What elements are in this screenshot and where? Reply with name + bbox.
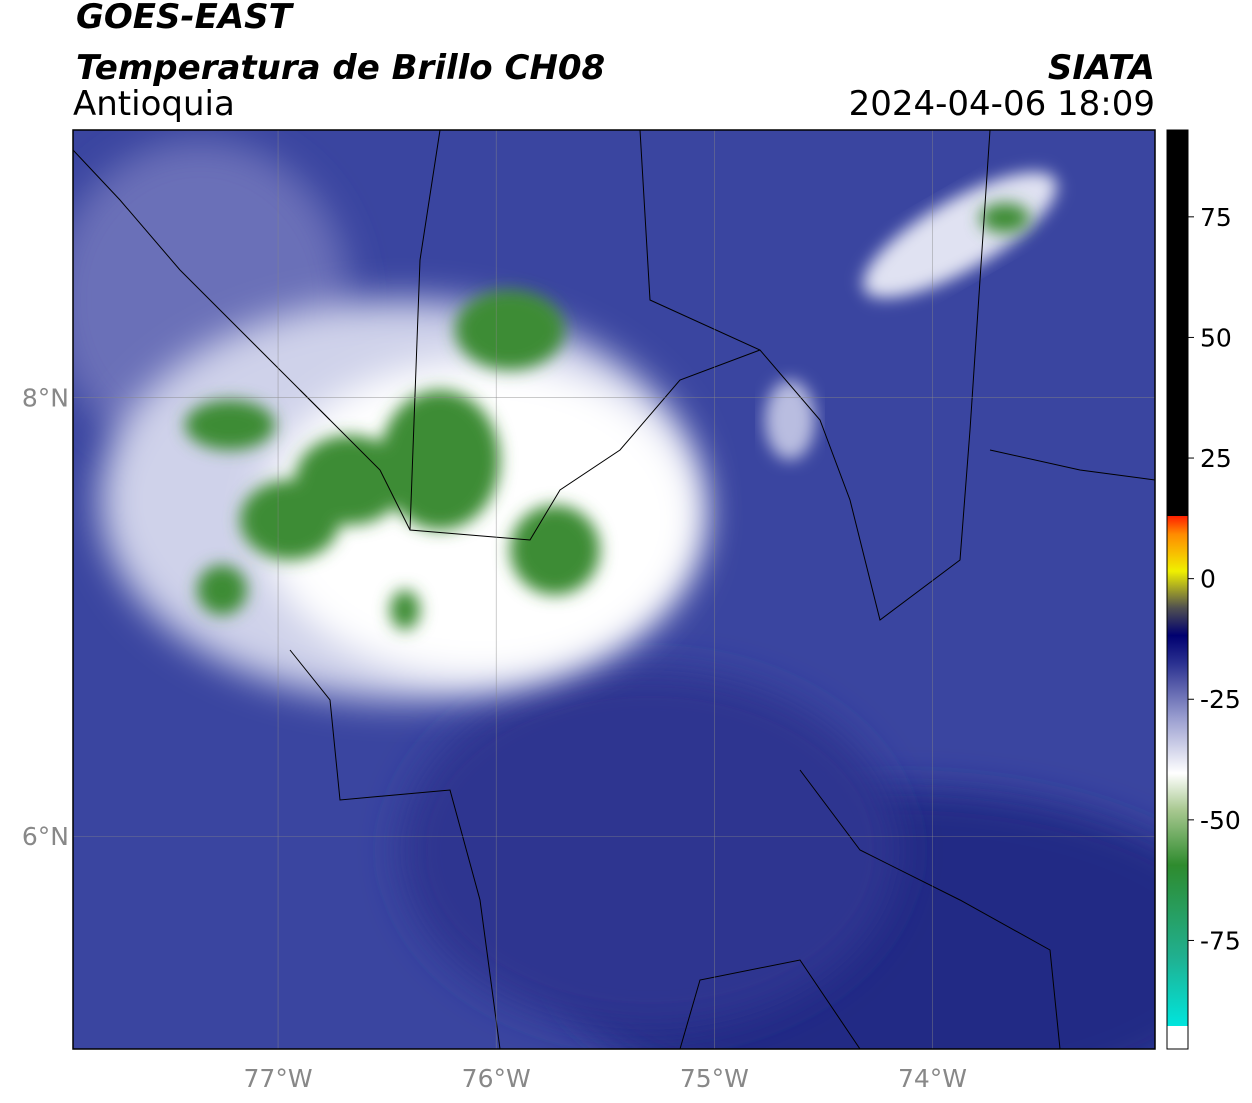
borders: [73, 130, 1155, 1049]
x-tick-label: 75°W: [680, 1064, 749, 1093]
y-tick-label: 8°N: [22, 384, 69, 413]
colorbar-tick-label: 50: [1200, 323, 1232, 352]
colorbar-tick-label: -75: [1200, 926, 1241, 955]
source: SIATA: [1048, 48, 1155, 88]
colorbar-tick-label: -25: [1200, 685, 1241, 714]
colorbar-tick-label: 0: [1200, 565, 1216, 594]
colorbar: [1166, 129, 1189, 1050]
colorbar-tick-label: -50: [1200, 806, 1241, 835]
datetime: 2024-04-06 18:09: [849, 84, 1155, 124]
title: GOES-EAST: [76, 0, 295, 37]
x-tick-label: 77°W: [244, 1064, 313, 1093]
map-frame: [72, 129, 1156, 1050]
colorbar-tick-label: 25: [1200, 444, 1232, 473]
satellite-image: [73, 130, 1155, 1049]
colorbar-tick-label: 75: [1200, 203, 1232, 232]
x-tick-label: 74°W: [898, 1064, 967, 1093]
region: Antioquia: [73, 84, 235, 124]
y-tick-label: 6°N: [22, 822, 69, 851]
x-tick-label: 76°W: [462, 1064, 531, 1093]
subtitle: Temperatura de Brillo CH08: [76, 48, 605, 88]
